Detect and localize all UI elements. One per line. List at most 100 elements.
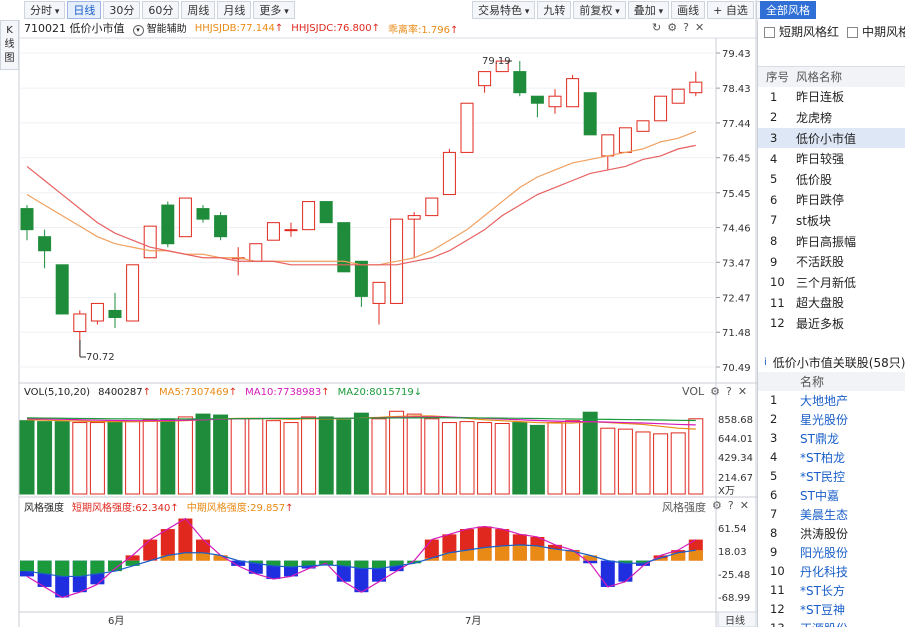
tool-button[interactable]: 交易特色 ▾: [472, 0, 536, 19]
smart-assist-toggle[interactable]: ▾ 智能辅助: [132, 20, 187, 36]
related-stock-item[interactable]: 9 阳光股份: [758, 543, 905, 562]
related-stock-item[interactable]: 12 *ST豆神: [758, 600, 905, 619]
style-list-item[interactable]: 12 最近多板: [758, 313, 905, 334]
related-stock-item[interactable]: 7 美晨生态: [758, 505, 905, 524]
related-header-name: 名称: [800, 374, 825, 389]
related-stock-item[interactable]: 2 星光股份: [758, 410, 905, 429]
style-name: 低价小市值: [796, 131, 857, 146]
related-stock-item[interactable]: 4 *ST柏龙: [758, 448, 905, 467]
price-tick-label: 78.43: [722, 84, 751, 95]
volume-bar: [617, 428, 633, 495]
style-list-item[interactable]: 2 龙虎榜: [758, 107, 905, 128]
volume-bar: [688, 418, 704, 495]
style-list-item[interactable]: 1 昨日连板: [758, 87, 905, 108]
mid-strength-bar: [495, 545, 510, 561]
side-tab-char: K: [6, 25, 13, 36]
indicator-hhjsjdc-value: HHJSJDC:76.800: [291, 22, 372, 34]
volume-bar: [635, 431, 651, 495]
volume-bar: [653, 433, 669, 495]
period-button[interactable]: 周线: [181, 0, 216, 19]
candle-body: [302, 201, 316, 231]
style-list-item[interactable]: 3 低价小市值: [758, 127, 905, 149]
period-button[interactable]: 更多 ▾: [253, 0, 295, 19]
volume-bar: [177, 416, 193, 495]
help-icon[interactable]: ?: [727, 499, 734, 512]
style-list-item[interactable]: 4 昨日较强: [758, 148, 905, 169]
style-list-item[interactable]: 7 st板块: [758, 210, 905, 231]
mid-strength-bar: [653, 558, 668, 561]
period-button[interactable]: 60分: [142, 0, 180, 19]
short-style-checkbox[interactable]: 短期风格红: [764, 23, 839, 40]
settings-icon[interactable]: ⚙: [667, 21, 678, 34]
style-name: 昨日高振幅: [796, 234, 857, 249]
related-stock-item[interactable]: 3 ST鼎龙: [758, 429, 905, 448]
style-index: 2: [770, 110, 778, 125]
candle: [249, 243, 263, 262]
strength-label-right: 风格强度: [662, 501, 706, 514]
candle: [161, 201, 175, 248]
mid-strength-bar: [55, 560, 70, 577]
related-stock-item[interactable]: 5 *ST民控: [758, 467, 905, 486]
arrow-up-icon: ↑: [274, 22, 284, 34]
related-stock-item[interactable]: 8 洪涛股份: [758, 524, 905, 543]
period-button-label: 日线: [73, 3, 96, 17]
tool-button[interactable]: 九转: [537, 0, 572, 19]
style-list-item[interactable]: 10 三个月新低: [758, 272, 905, 293]
refresh-icon[interactable]: ↻: [652, 21, 662, 34]
candle-body: [90, 302, 104, 322]
related-stock-item[interactable]: 11 *ST长方: [758, 581, 905, 600]
close-icon[interactable]: ✕: [737, 385, 748, 398]
period-button[interactable]: 分时 ▾: [24, 0, 66, 19]
related-stock-item[interactable]: 10 丹化科技: [758, 562, 905, 581]
period-button[interactable]: 30分: [103, 0, 141, 19]
period-button-bg[interactable]: [717, 611, 757, 627]
vol-value: 8400287↑: [98, 386, 152, 398]
volume-bar: [547, 422, 563, 495]
volume-bar: [54, 421, 70, 495]
short-strength: 短期风格强度:62.340↑: [72, 502, 179, 514]
related-stock-item[interactable]: 1 大地地产: [758, 391, 905, 410]
kline-side-tab[interactable]: K 线 图: [0, 20, 19, 70]
style-list-item[interactable]: 5 低价股: [758, 169, 905, 190]
related-table-header: 名称: [758, 371, 905, 391]
style-index: 4: [770, 151, 778, 166]
period-button-label: 60分: [148, 3, 174, 17]
settings-icon[interactable]: ⚙: [710, 385, 720, 398]
style-list-item[interactable]: 8 昨日高振幅: [758, 231, 905, 252]
tool-button-label: 前复权: [579, 3, 613, 17]
period-button[interactable]: 月线: [217, 0, 252, 19]
style-name: 超大盘股: [796, 296, 845, 311]
style-list-item[interactable]: 9 不活跃股: [758, 251, 905, 272]
candle: [337, 222, 351, 273]
related-stock-item[interactable]: 6 ST中嘉: [758, 486, 905, 505]
close-icon[interactable]: ✕: [694, 21, 705, 34]
kline-chart[interactable]: 79.43 78.43 77.44 76.45 75.45 74.46 73.47 72.47…: [0, 0, 757, 627]
help-icon[interactable]: ?: [683, 21, 689, 34]
help-icon[interactable]: ?: [726, 385, 732, 398]
close-icon[interactable]: ✕: [739, 499, 749, 512]
tab-all-styles[interactable]: 全部风格: [760, 0, 816, 19]
candle: [319, 201, 333, 224]
style-list-item[interactable]: 11 超大盘股: [758, 293, 905, 314]
tool-button[interactable]: 画线: [671, 0, 706, 19]
settings-icon[interactable]: ⚙: [712, 499, 722, 512]
short-strength-bar: [583, 560, 598, 564]
period-button[interactable]: 日线: [67, 0, 102, 19]
mid-style-checkbox[interactable]: 中期风格: [847, 23, 905, 40]
mid-strength-bar: [160, 555, 175, 561]
mid-strength-bar: [125, 560, 140, 566]
tool-button-label: + 自选: [713, 3, 748, 17]
related-stock-name: *ST长方: [800, 583, 845, 598]
period-button-label: 更多: [259, 3, 282, 17]
style-list-item[interactable]: 6 昨日跌停: [758, 190, 905, 211]
candle-body: [583, 92, 597, 136]
related-stock-item[interactable]: 13正源股份: [758, 619, 905, 627]
mid-strength-bar: [389, 560, 404, 566]
tool-button[interactable]: 前复权 ▾: [573, 0, 626, 19]
tool-button[interactable]: + 自选: [707, 0, 754, 19]
short-strength-bar: [618, 560, 633, 582]
period-button[interactable]: 日线: [725, 614, 745, 627]
price-tick-label: 77.44: [722, 119, 751, 130]
mid-strength-bar: [20, 560, 34, 572]
tool-button[interactable]: 叠加 ▾: [627, 0, 670, 19]
